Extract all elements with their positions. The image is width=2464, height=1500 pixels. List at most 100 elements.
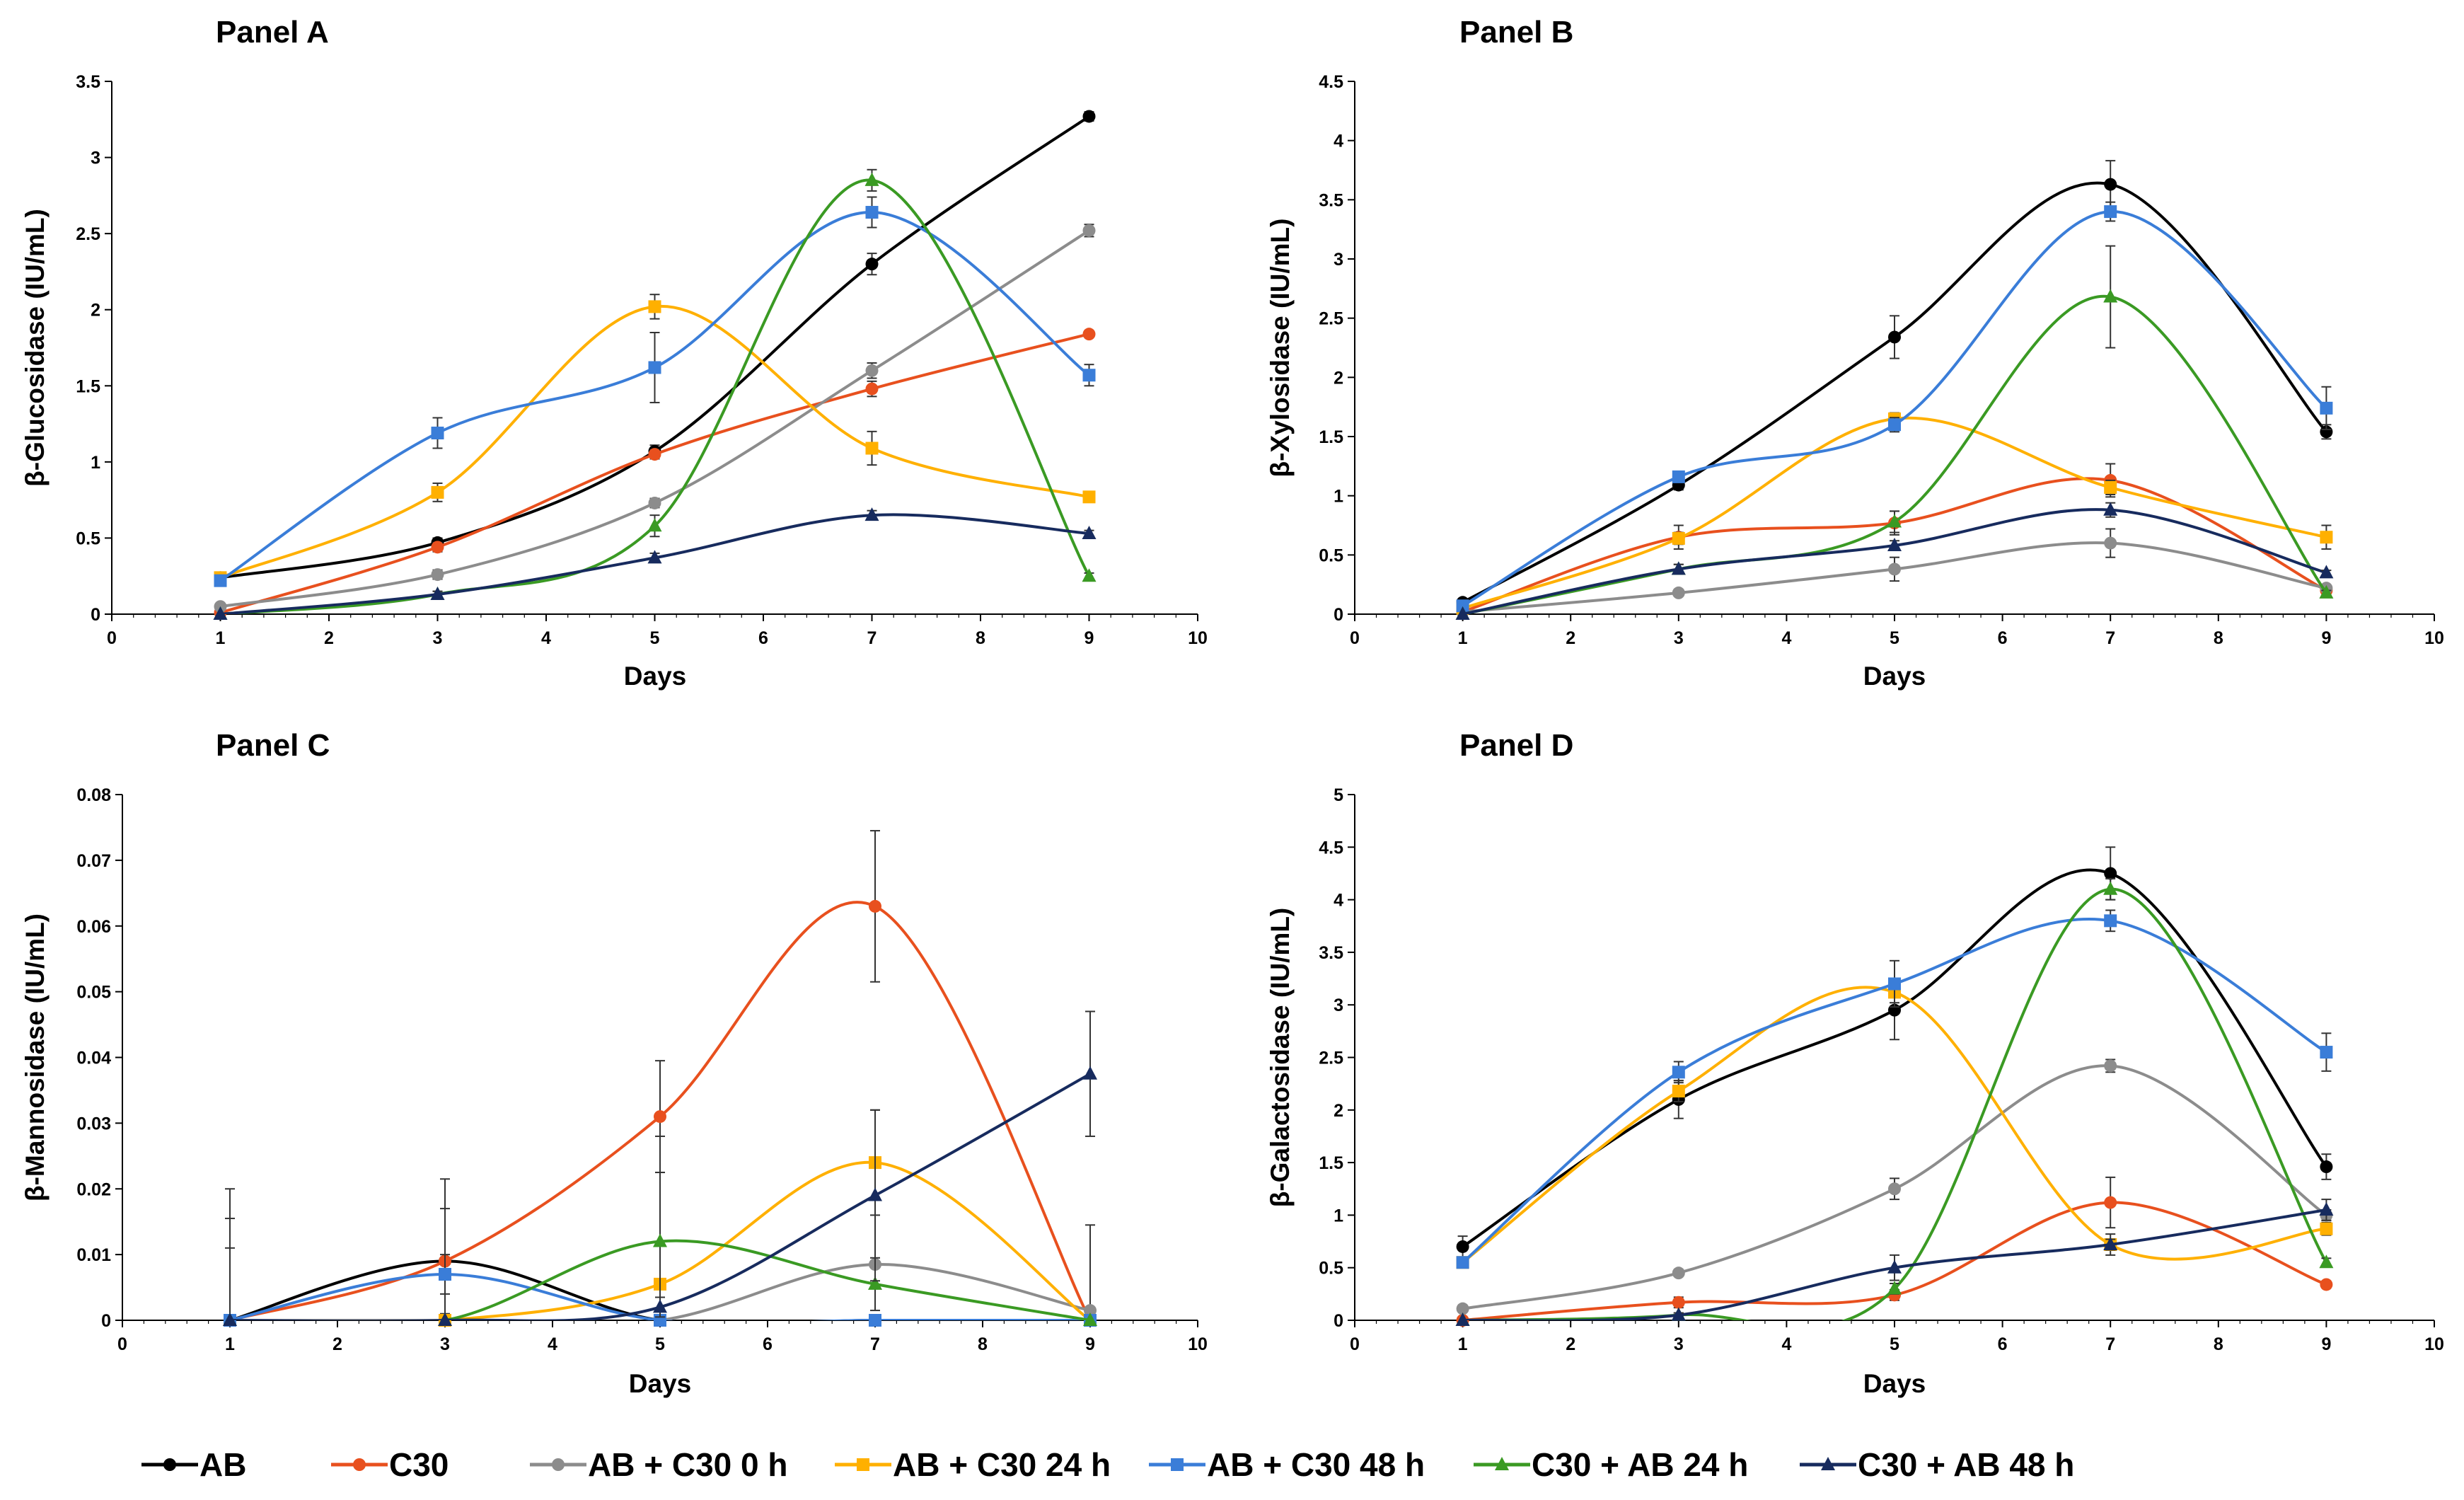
panel-d-point-c30-ab-24-h <box>2319 1254 2334 1269</box>
panel-b-point-ab <box>1888 330 1901 344</box>
panel-c-point-c30-ab-24-h <box>1083 1312 1097 1326</box>
panel-c-point-ab-c30-48-h <box>869 1314 881 1327</box>
legend-label: C30 + AB 48 h <box>1858 1446 2074 1483</box>
panel-c-point-c30 <box>654 1110 666 1124</box>
panel-b-point-ab-c30-0-h <box>1672 586 1685 599</box>
panel-b-x-tick-label: 2 <box>1566 628 1575 648</box>
panel-a-x-tick-label: 8 <box>976 628 985 648</box>
panel-a-series-ab-c30-48-h <box>214 196 1096 587</box>
panel-b-point-c30-ab-24-h <box>1887 514 1902 528</box>
panel-c-line-ab-c30-48-h <box>229 1272 1090 1320</box>
panel-d-point-c30-ab-48-h <box>1887 1259 1902 1274</box>
panel-c-y-tick-label: 0.02 <box>76 1179 111 1199</box>
legend-item-c30-ab-24-h: C30 + AB 24 h <box>1474 1446 1748 1483</box>
panel-d-x-tick-label: 10 <box>2424 1334 2444 1354</box>
panel-b-x-tick-label: 3 <box>1674 628 1684 648</box>
panel-c-x-tick-label: 6 <box>763 1334 773 1354</box>
panel-d-y-tick-label: 4 <box>1334 891 1343 911</box>
panel-c-y-tick-label: 0.01 <box>76 1245 111 1265</box>
panel-b-y-tick-label: 1 <box>1334 487 1343 507</box>
panel-b-point-ab-c30-0-h <box>2104 536 2117 550</box>
panel-a-point-c30-ab-48-h <box>1082 525 1097 539</box>
panel-d-x-tick-label: 8 <box>2214 1334 2223 1354</box>
panel-d-point-c30 <box>2104 1196 2117 1209</box>
panel-c-point-c30-ab-48-h <box>1083 1066 1097 1080</box>
panel-b-point-ab <box>2104 178 2117 191</box>
panel-b-x-tick-label: 6 <box>1998 628 2008 648</box>
legend-label: AB + C30 0 h <box>588 1446 788 1483</box>
panel-d-point-c30-ab-24-h <box>2103 881 2118 895</box>
panel-d-point-ab-c30-24-h <box>2320 1222 2333 1235</box>
legend-marker <box>353 1458 366 1471</box>
panel-b-x-tick-label: 9 <box>2321 628 2331 648</box>
panel-a-y-tick-label: 0.5 <box>76 529 100 548</box>
legend-item-ab-c30-24-h: AB + C30 24 h <box>835 1446 1111 1483</box>
legend: AB C30 AB + C30 0 h AB + C30 24 h AB + C30 4… <box>141 1446 2074 1483</box>
panel-b-point-ab-c30-24-h <box>2104 480 2117 494</box>
panel-d-point-ab-c30-24-h <box>1672 1085 1685 1098</box>
panel-b-series-c30-ab-48-h <box>1455 502 2334 620</box>
panel-d-x-tick-label: 0 <box>1350 1334 1360 1354</box>
panel-c-x-tick-label: 2 <box>332 1334 342 1354</box>
panel-c-y-tick-label: 0.08 <box>76 785 111 805</box>
legend-item-c30-ab-48-h: C30 + AB 48 h <box>1800 1446 2074 1483</box>
legend-item-c30: C30 <box>331 1446 449 1483</box>
panel-d-x-tick-label: 6 <box>1998 1334 2008 1354</box>
panel-a-y-tick-label: 1 <box>91 453 100 473</box>
panel-d-y-tick-label: 2 <box>1334 1101 1343 1121</box>
panel-b-point-c30-ab-48-h <box>1887 537 1902 551</box>
panel-b-point-ab-c30-48-h <box>1456 599 1469 613</box>
panel-a-x-tick-label: 5 <box>650 628 660 648</box>
panel-d-x-tick-label: 9 <box>2321 1334 2331 1354</box>
panel-b-point-c30-ab-48-h <box>2319 565 2334 579</box>
panel-c-point-c30 <box>869 899 881 913</box>
panel-b-x-tick-label: 10 <box>2424 628 2444 648</box>
legend-item-ab-c30-48-h: AB + C30 48 h <box>1149 1446 1425 1483</box>
panel-c-x-tick-label: 0 <box>117 1334 127 1354</box>
panel-a-x-tick-label: 0 <box>107 628 117 648</box>
panel-a-point-ab-c30-24-h <box>865 442 879 455</box>
panel-c-x-tick-label: 8 <box>978 1334 988 1354</box>
panel-a-x-tick-label: 10 <box>1188 628 1208 648</box>
panel-c-point-c30-ab-24-h <box>653 1233 667 1247</box>
panel-b-point-ab-c30-24-h <box>1672 531 1685 545</box>
panel-a-x-tick-label: 1 <box>216 628 226 648</box>
panel-b-point-ab-c30-48-h <box>1888 418 1901 432</box>
panel-a-title: Panel A <box>216 15 329 50</box>
panel-d-series-ab-c30-48-h <box>1456 909 2333 1269</box>
panel-d-y-tick-label: 2.5 <box>1319 1049 1343 1068</box>
panel-d-x-tick-label: 5 <box>1890 1334 1899 1354</box>
panel-a-y-tick-label: 3.5 <box>76 72 100 92</box>
panel-d-point-c30 <box>2320 1278 2333 1291</box>
panel-a-point-c30 <box>648 448 661 461</box>
legend-marker <box>552 1458 565 1471</box>
panel-b-series-ab-c30-48-h <box>1456 201 2333 613</box>
panel-a-x-tick-label: 9 <box>1084 628 1094 648</box>
panel-c-x-tick-label: 5 <box>655 1334 665 1354</box>
panel-b-point-ab-c30-0-h <box>1888 562 1901 576</box>
panel-b-y-tick-label: 3.5 <box>1319 190 1343 210</box>
legend-item-ab-c30-0-h: AB + C30 0 h <box>530 1446 788 1483</box>
panel-d-point-ab <box>2320 1160 2333 1174</box>
panel-d-y-tick-label: 5 <box>1334 785 1343 805</box>
panel-d-point-c30-ab-48-h <box>1455 1312 1470 1326</box>
panel-a-point-ab-c30-0-h <box>431 568 444 582</box>
panel-a-x-tick-label: 7 <box>867 628 877 648</box>
panel-d-x-tick-label: 4 <box>1781 1334 1791 1354</box>
legend-marker <box>857 1458 869 1471</box>
legend-label: AB + C30 24 h <box>893 1446 1111 1483</box>
panel-b-point-c30-ab-48-h <box>2103 502 2118 516</box>
panel-a-y-tick-label: 1.5 <box>76 376 100 396</box>
panel-d-y-tick-label: 0 <box>1334 1311 1343 1331</box>
panel-a-point-ab-c30-48-h <box>214 574 227 587</box>
panel-a-series-c30-ab-48-h <box>213 507 1097 620</box>
legend-label: AB + C30 48 h <box>1207 1446 1425 1483</box>
panel-c-y-tick-label: 0.05 <box>76 983 111 1003</box>
panel-d-point-ab-c30-0-h <box>1672 1267 1685 1280</box>
panel-a-point-ab-c30-0-h <box>865 364 879 377</box>
panel-b-point-c30-ab-48-h <box>1671 561 1686 575</box>
panel-b-point-ab <box>2320 425 2333 439</box>
panel-a-x-axis-title: Days <box>624 662 686 691</box>
panel-a-point-c30 <box>1082 328 1096 341</box>
panel-c-x-axis-title: Days <box>629 1369 691 1398</box>
